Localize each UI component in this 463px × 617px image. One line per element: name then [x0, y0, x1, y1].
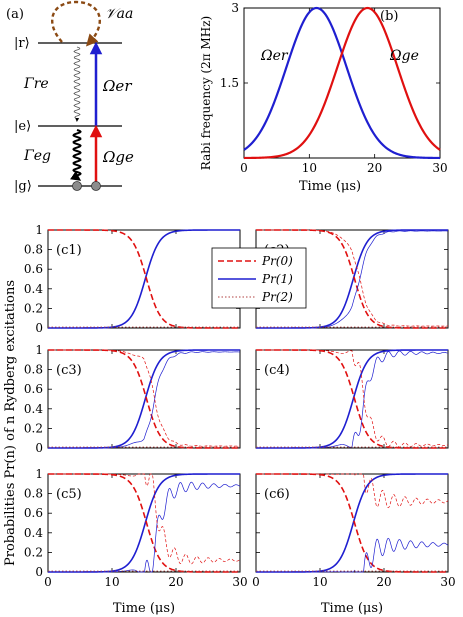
interaction-loop-icon — [51, 0, 101, 47]
legend-entry-pr1: Pr(1) — [261, 272, 293, 286]
coupling-ge-label: Ωge — [102, 148, 134, 166]
prob-c3-label: (c3) — [56, 363, 82, 378]
prob-c3-ytick-label: 0.4 — [24, 402, 43, 416]
prob-c3-ytick-label: 1 — [35, 343, 43, 357]
prob-c6-pr1-thin-line — [256, 537, 449, 573]
prob-c3-ytick-label: 0.8 — [24, 363, 43, 377]
probability-charts: 00.20.40.60.81(c1)(c2)00.20.40.60.81(c3)… — [24, 223, 456, 589]
prob-c1-ytick-label: 0 — [35, 321, 43, 335]
prob-c1-ytick-label: 1 — [35, 223, 43, 237]
prob-c3-frame — [47, 349, 241, 449]
rabi-frame — [243, 7, 441, 159]
prob-c2-pr0-thin-line — [256, 229, 449, 327]
prob-c4-label: (c4) — [264, 363, 290, 378]
prob-c1-label: (c1) — [56, 243, 82, 258]
prob-c1-pr0-line — [48, 229, 240, 329]
prob-c1-ytick-label: 0.4 — [24, 282, 43, 296]
decay-eg-wave-icon — [70, 129, 82, 181]
prob-c5-ytick-label: 0.8 — [24, 487, 43, 501]
level-g-label: |g⟩ — [14, 179, 32, 194]
rabi-ytick-label: 1.5 — [220, 76, 239, 90]
decay-re-label: Γre — [23, 76, 49, 92]
legend-box — [211, 247, 307, 309]
rabi-series-0 — [243, 6, 441, 160]
rabi-series-label-ge: Ωge — [389, 48, 419, 64]
prob-c5-ytick-label: 1 — [35, 467, 43, 481]
prob-c5-xtick-label: 0 — [44, 575, 52, 589]
rabi-x-axis-label: Time (μs) — [299, 179, 361, 194]
atom-dot-icon — [91, 181, 101, 191]
prob-c5-ytick-label: 0.6 — [24, 506, 43, 520]
rabi-xtick-label: 30 — [432, 161, 447, 175]
legend: Pr(0) Pr(1) Pr(2) — [211, 247, 307, 309]
prob-c5-xtick-label: 20 — [168, 575, 183, 589]
coupling-er-label: Ωer — [102, 77, 132, 95]
prob-c6-label: (c6) — [264, 487, 290, 502]
prob-y-axis-label: Probabilities Pr(n) of n Rydberg excitat… — [3, 280, 18, 566]
rabi-chart: 0 10 20 30 1.5 3 — [220, 1, 448, 175]
prob-c5-ytick-label: 0.2 — [24, 545, 43, 559]
interaction-label: 𝒱aa — [105, 6, 133, 22]
prob-c6-xtick-label: 20 — [376, 575, 391, 589]
prob-x-axis-label-left: Time (μs) — [113, 601, 175, 616]
decay-re-wave-icon — [73, 46, 81, 122]
prob-c3-ytick-label: 0.2 — [24, 421, 43, 435]
rabi-xtick-label: 20 — [367, 161, 382, 175]
prob-x-axis-label-right: Time (μs) — [321, 601, 383, 616]
legend-entry-pr2: Pr(2) — [261, 290, 293, 304]
level-diagram: (a) |r⟩ |e⟩ |g⟩ 𝒱aa Γre Γeg Ωer Ωge — [6, 0, 134, 194]
prob-c3-pr0-thin-line — [48, 349, 241, 447]
prob-c6-xtick-label: 30 — [440, 575, 455, 589]
prob-c5-label: (c5) — [56, 487, 82, 502]
atom-dot-icon — [72, 181, 82, 191]
prob-c3-ytick-label: 0 — [35, 441, 43, 455]
panel-label-b: (b) — [380, 9, 398, 24]
prob-c5-pr0-thin-line — [48, 473, 241, 565]
prob-c6-pr0-thin-line — [256, 473, 449, 509]
prob-c4-frame — [255, 349, 449, 449]
prob-c5-ytick-label: 0 — [35, 565, 43, 579]
rabi-xtick-label: 0 — [240, 161, 248, 175]
level-r-label: |r⟩ — [14, 36, 30, 51]
prob-c6-xtick-label: 0 — [252, 575, 260, 589]
rabi-xtick-label: 10 — [302, 161, 317, 175]
rabi-series-label-er: Ωer — [260, 48, 289, 64]
prob-c3-ytick-label: 0.6 — [24, 382, 43, 396]
prob-c3-pr1-thin-line — [48, 351, 241, 449]
prob-c1-ytick-label: 0.2 — [24, 301, 43, 315]
prob-c2-pr1-thin-line — [256, 230, 449, 329]
prob-c5-pr1-thin-line — [48, 481, 241, 573]
rabi-ytick-label: 3 — [231, 1, 239, 15]
rabi-series-1 — [243, 6, 441, 160]
panel-label-a: (a) — [6, 7, 24, 22]
prob-c1-pr1-line — [48, 229, 240, 329]
prob-c4-pr0-thin-line — [256, 349, 449, 448]
legend-entry-pr0: Pr(0) — [261, 254, 293, 268]
decay-eg-label: Γeg — [23, 148, 51, 164]
prob-c5-ytick-label: 0.4 — [24, 526, 43, 540]
rabi-y-axis-label: Rabi frequency (2π MHz) — [199, 16, 213, 170]
prob-c1-ytick-label: 0.6 — [24, 262, 43, 276]
prob-c5-xtick-label: 10 — [104, 575, 119, 589]
prob-c5-xtick-label: 30 — [232, 575, 247, 589]
prob-c1-ytick-label: 0.8 — [24, 243, 43, 257]
level-e-label: |e⟩ — [14, 119, 31, 134]
prob-c6-xtick-label: 10 — [312, 575, 327, 589]
